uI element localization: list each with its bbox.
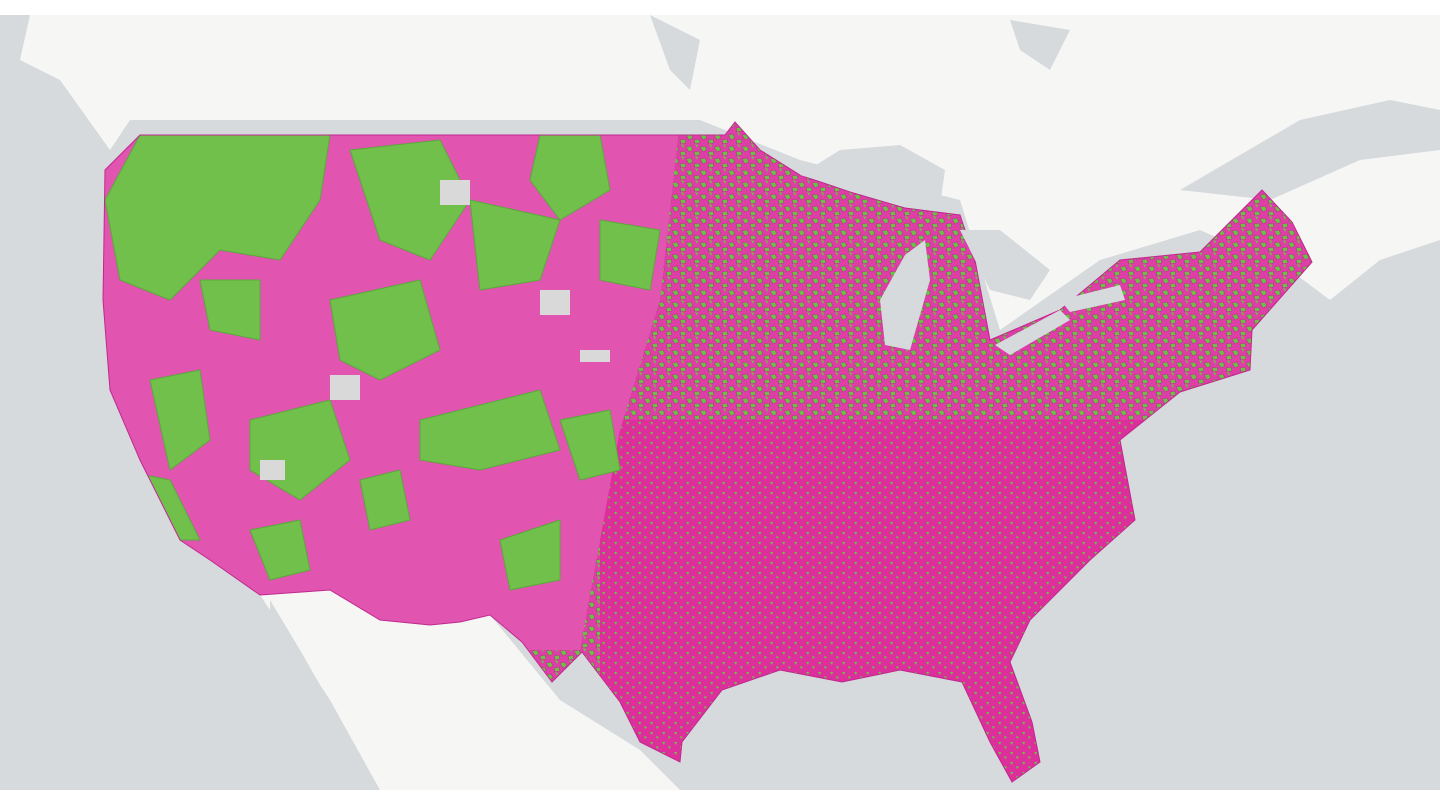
water xyxy=(270,600,360,790)
lake xyxy=(960,230,1050,300)
lake xyxy=(880,240,930,350)
land xyxy=(260,590,680,790)
land xyxy=(20,15,1440,330)
lake xyxy=(800,145,945,205)
lake xyxy=(650,15,700,90)
lake xyxy=(1060,285,1125,312)
water xyxy=(1180,100,1440,200)
lake xyxy=(995,310,1070,355)
bottom-margin xyxy=(0,790,1440,810)
lake xyxy=(1010,20,1070,70)
